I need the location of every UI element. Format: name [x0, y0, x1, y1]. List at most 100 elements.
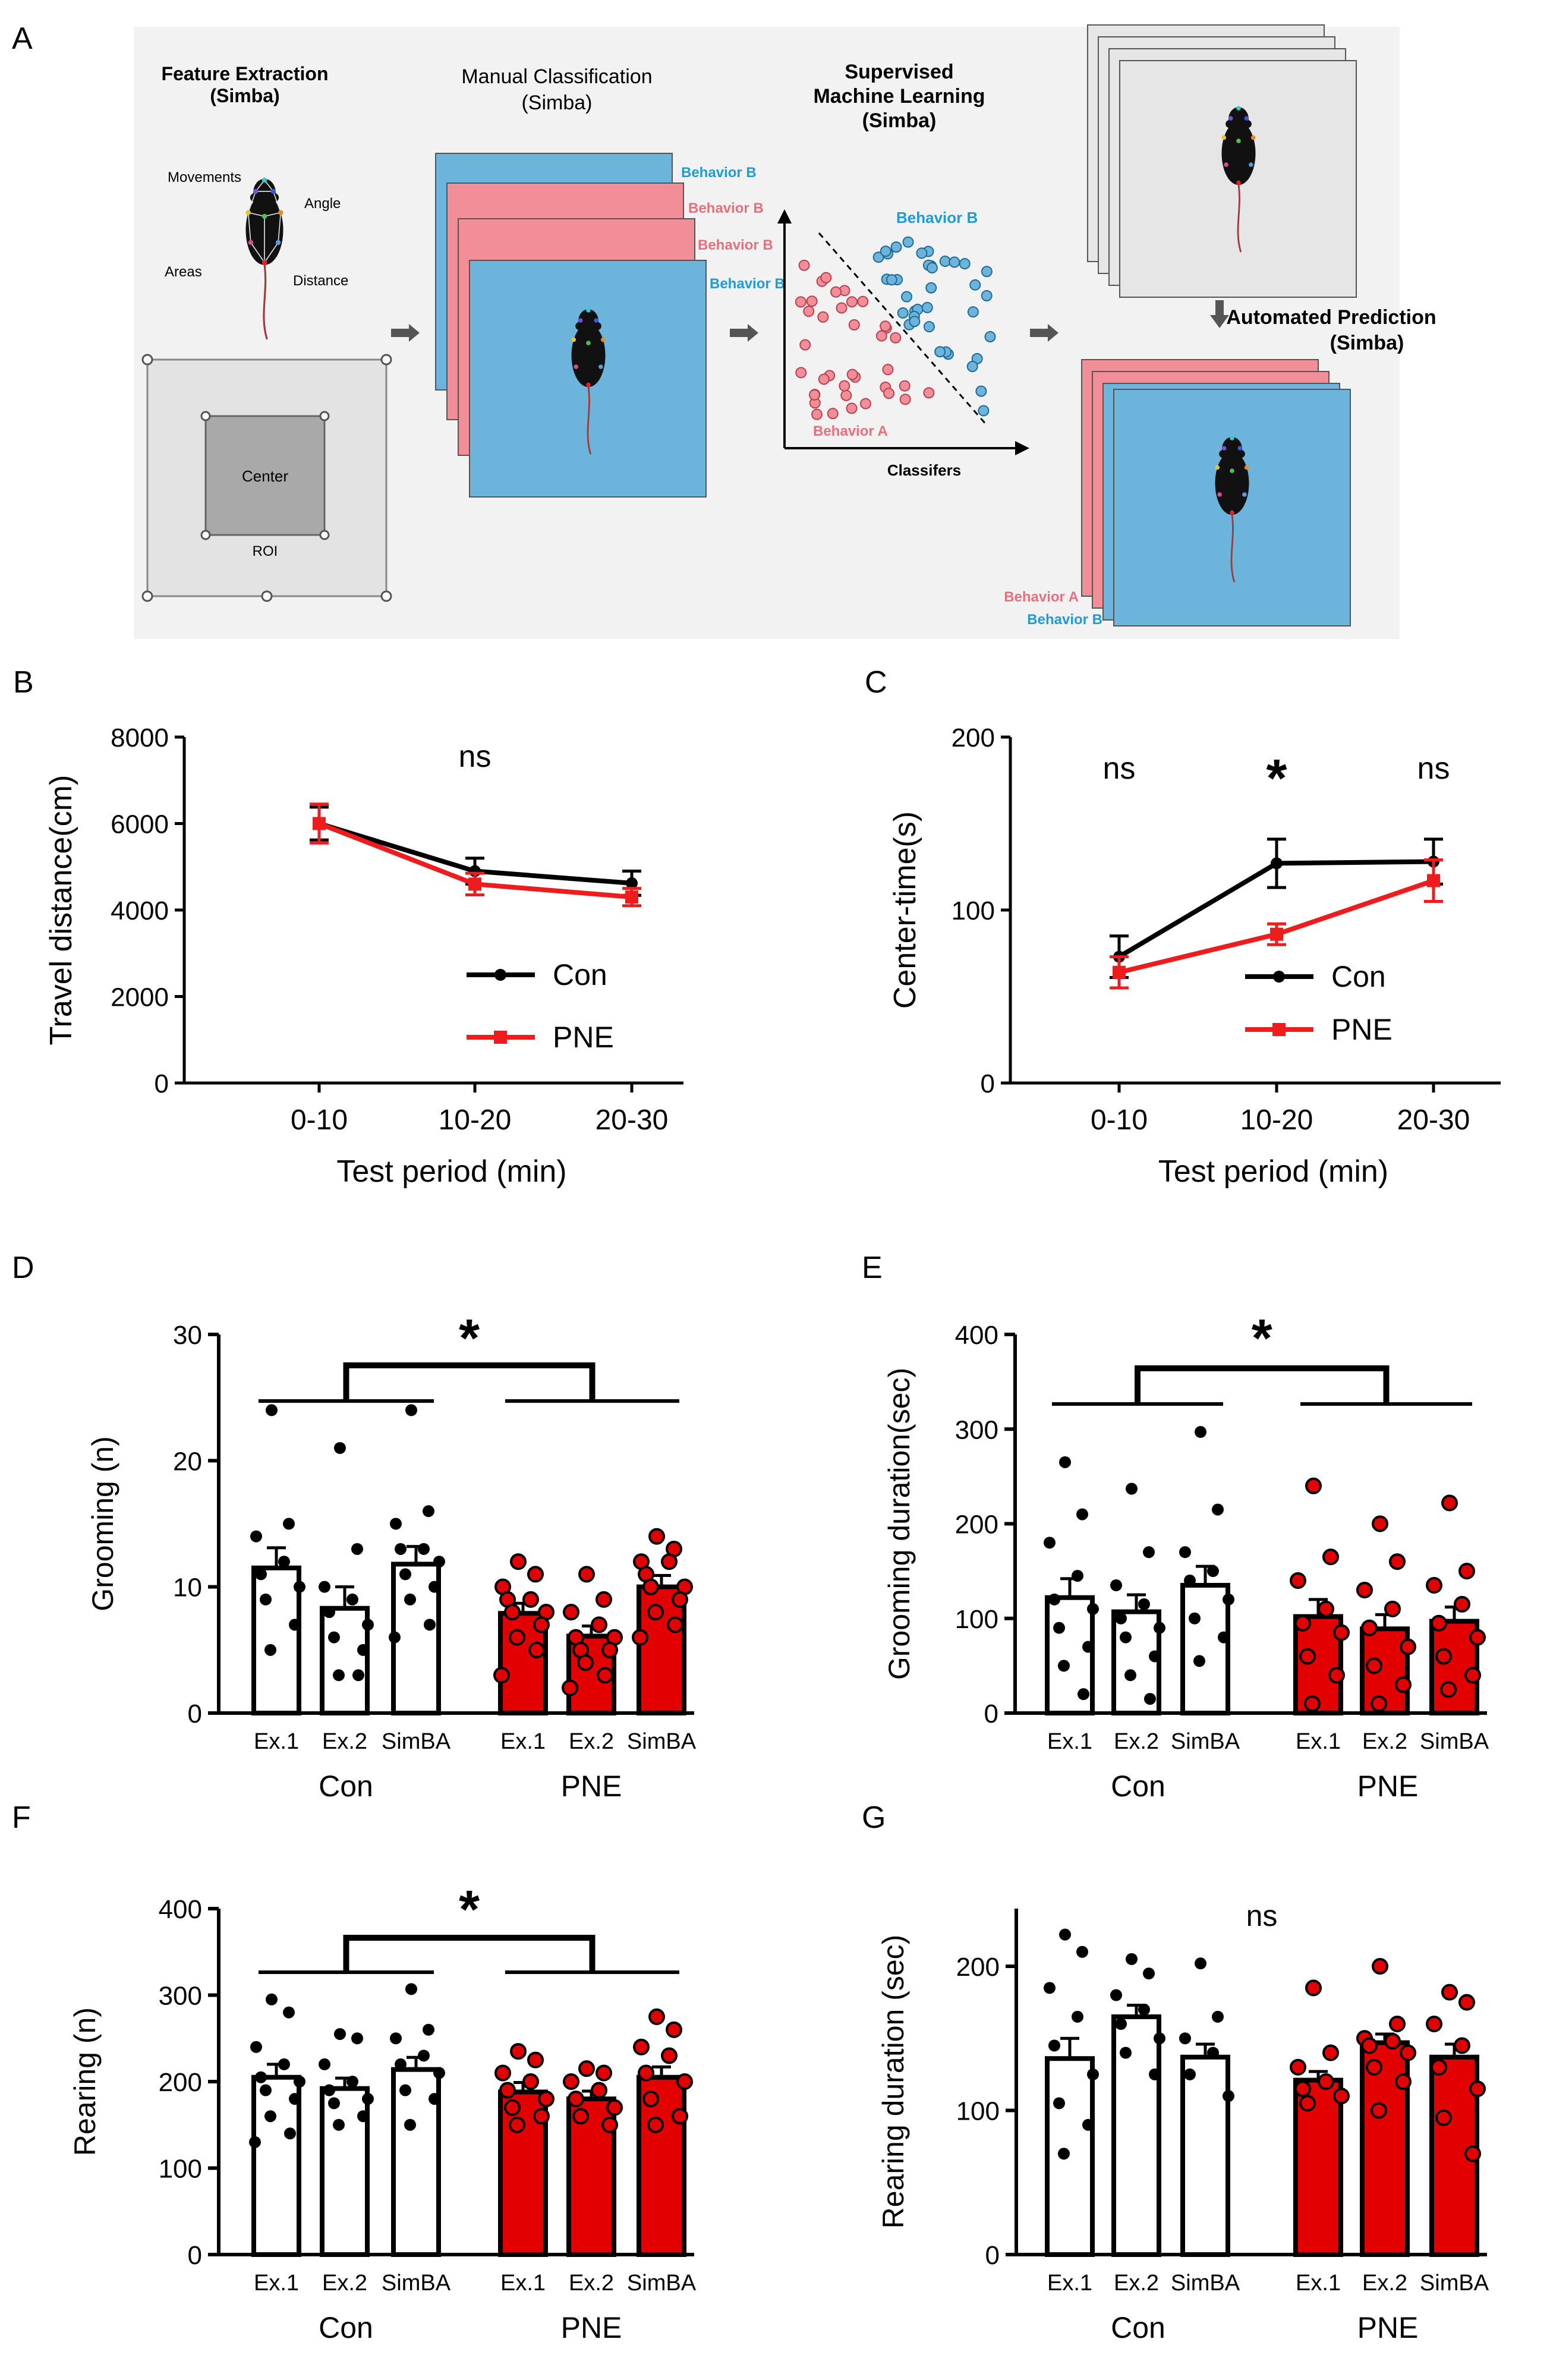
scatter-dot-behavior-b	[939, 256, 951, 267]
data-point	[1294, 1614, 1311, 1632]
data-point	[1184, 1575, 1196, 1587]
scatter-behavior-b-label: Behavior B	[896, 209, 978, 226]
data-point	[1179, 2032, 1191, 2045]
mouse-keypoint-icon	[1237, 446, 1243, 451]
legend-label-pne: PNE	[553, 1021, 614, 1054]
group-label: Con	[1111, 2311, 1165, 2344]
mouse-ear-icon	[1243, 119, 1252, 128]
data-point	[504, 1604, 521, 1621]
mouse-keypoint-icon	[1244, 465, 1249, 470]
x-tick-label: SimBA	[627, 2271, 697, 2296]
data-point	[1294, 2080, 1311, 2098]
data-point	[1426, 2016, 1442, 2032]
data-point	[1441, 1984, 1458, 2001]
mouse-keypoint-icon	[1242, 492, 1247, 497]
data-point	[1372, 1515, 1388, 1532]
significance-ns: ns	[1103, 751, 1136, 786]
data-point	[568, 2091, 584, 2108]
data-point	[1059, 1456, 1071, 1468]
mouse-icon	[571, 308, 606, 455]
x-tick-label: Ex.1	[1296, 2271, 1341, 2296]
mouse-keypoint-icon	[275, 240, 281, 245]
bar-con	[1045, 2056, 1095, 2257]
scatter-dot-behavior-b	[902, 236, 914, 248]
scatter-dot-behavior-a	[827, 408, 839, 420]
data-point	[632, 1629, 648, 1646]
comparison-bracket	[343, 1362, 596, 1401]
data-point	[283, 1518, 295, 1530]
data-point	[648, 1528, 665, 1545]
y-tick-label: 400	[955, 1321, 998, 1350]
stack-label-1: Behavior B	[681, 165, 757, 181]
data-point	[667, 1616, 683, 1633]
data-point	[1361, 1619, 1378, 1636]
y-tick-label: 200	[956, 1953, 1000, 1982]
scatter-dot-behavior-a	[857, 295, 869, 307]
data-point	[522, 1591, 539, 1608]
scatter-dot-behavior-b	[966, 361, 978, 373]
mouse-keypoint-icon	[1221, 446, 1227, 451]
y-axis-label: Travel distance(cm)	[44, 775, 78, 1046]
data-point	[1138, 1598, 1150, 1610]
distance-label: Distance	[293, 273, 348, 289]
data-point	[1400, 2044, 1416, 2061]
scatter-dot-behavior-b	[984, 330, 996, 342]
data-point	[395, 1542, 407, 1555]
mouse-skeleton-line	[248, 212, 265, 217]
mouse-head-icon	[578, 309, 599, 334]
data-point	[493, 1667, 510, 1684]
group-label: PNE	[561, 1770, 622, 1803]
data-point	[1144, 1693, 1156, 1705]
data-point	[522, 2073, 539, 2090]
significance-star: *	[1252, 1309, 1272, 1368]
data-point	[1304, 1695, 1321, 1712]
significance-ns: ns	[1246, 1899, 1278, 1932]
x-tick-label: 0-10	[291, 1104, 348, 1136]
y-tick-label: 0	[155, 1069, 169, 1098]
mouse-keypoint-icon	[571, 337, 576, 342]
mouse-keypoint-icon	[1250, 135, 1256, 140]
mouse-ear-icon	[1225, 119, 1234, 128]
data-point	[1371, 2102, 1387, 2119]
scatter-dot-behavior-b	[975, 385, 987, 397]
data-point	[527, 2051, 544, 2069]
mouse-keypoint-icon	[1230, 510, 1234, 515]
scatter-dot-behavior-a	[882, 364, 894, 376]
data-point	[638, 2064, 654, 2082]
x-tick-label: SimBA	[382, 1729, 451, 1754]
data-point	[333, 2118, 345, 2131]
scatter-dot-behavior-b	[921, 301, 933, 313]
data-point	[389, 1631, 401, 1644]
data-point	[1384, 2033, 1401, 2050]
data-point	[357, 1644, 369, 1656]
bar-pne	[637, 2074, 686, 2258]
y-tick-label: 100	[952, 896, 995, 925]
y-axis-label: Rearing (n)	[68, 2007, 102, 2156]
data-point	[1328, 1667, 1345, 1684]
scatter-dot-behavior-a	[806, 295, 818, 307]
data-point	[1299, 2095, 1316, 2112]
x-tick-label: Ex.2	[1362, 1729, 1407, 1754]
x-tick-label: Ex.1	[254, 1729, 299, 1754]
data-point	[423, 1505, 434, 1518]
mouse-skeleton-line	[264, 212, 281, 217]
x-tick-label: SimBA	[382, 2271, 451, 2296]
significance-ns: ns	[1417, 751, 1450, 786]
data-point	[601, 2116, 618, 2133]
scatter-dot-behavior-b	[926, 262, 938, 274]
data-point	[1076, 1945, 1088, 1958]
scatter-dot-behavior-a	[899, 380, 911, 392]
mouse-keypoint-icon	[1249, 162, 1253, 167]
y-axis-label: Center-time(s)	[888, 811, 922, 1009]
scatter-dot-behavior-a	[795, 367, 807, 379]
output-behavior-a-label: Behavior A	[1004, 589, 1079, 605]
mouse-ear-icon	[1237, 449, 1245, 458]
scatter-dot-behavior-b	[872, 251, 884, 263]
x-tick-label: Ex.1	[1047, 2271, 1092, 2296]
stack-label-4: Behavior B	[710, 276, 785, 292]
scatter-dot-behavior-a	[846, 296, 858, 308]
data-point	[661, 1553, 678, 1570]
data-point	[1431, 1614, 1447, 1632]
x-tick-label: Ex.1	[500, 2271, 546, 2296]
legend-label-pne: PNE	[1331, 1013, 1393, 1046]
